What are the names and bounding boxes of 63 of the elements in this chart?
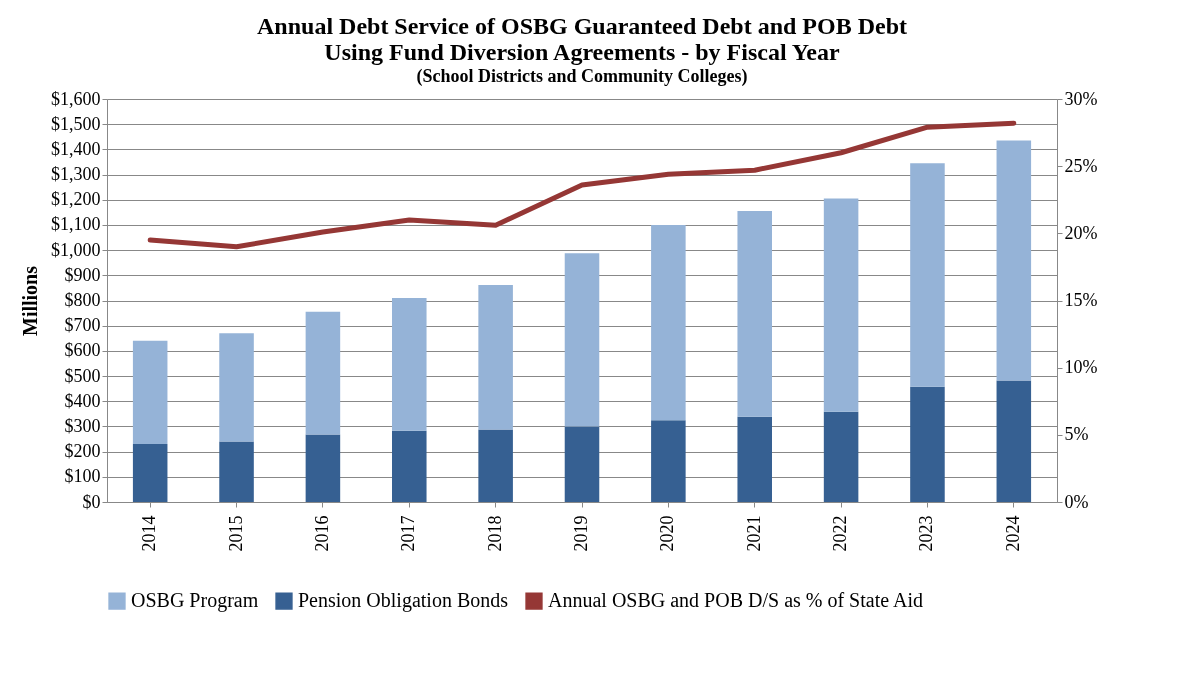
bar	[651, 224, 686, 421]
x-tick-label: 2021	[743, 515, 764, 552]
y-tick-label: $400	[64, 390, 101, 411]
y-tick-label: $500	[64, 365, 101, 386]
y-tick-label: $1,600	[51, 88, 101, 109]
legend-label: Annual OSBG and POB D/S as % of State Aid	[548, 589, 923, 612]
bar	[910, 163, 945, 387]
y-tick-label: $1,100	[51, 214, 101, 235]
bar	[219, 441, 254, 502]
bar	[478, 284, 513, 430]
y-tick-label: $1,200	[51, 189, 101, 210]
bar	[996, 140, 1032, 381]
x-tick-label: 2016	[311, 515, 332, 552]
bar	[996, 380, 1032, 502]
y2-tick-label: 15%	[1064, 290, 1098, 310]
bar	[132, 340, 168, 445]
bar	[305, 434, 341, 502]
y-tick-label: $800	[64, 290, 101, 310]
x-tick-label: 2019	[571, 515, 591, 552]
y2-tick-label: 5%	[1064, 424, 1089, 445]
y-tick-label: $900	[64, 264, 101, 285]
bar	[392, 430, 427, 502]
x-tick-label: 2023	[916, 515, 937, 552]
x-tick-label: 2020	[657, 515, 678, 552]
y2-tick-label: 20%	[1064, 222, 1098, 243]
bar	[737, 416, 772, 502]
x-tick-label: 2018	[484, 515, 505, 552]
y-tick-label: $1,500	[51, 113, 101, 134]
y-tick-label: $1,000	[51, 239, 101, 260]
x-tick-label: 2015	[225, 515, 246, 552]
y2-tick-label: 25%	[1064, 155, 1098, 176]
x-tick-label: 2014	[139, 515, 160, 552]
legend-label: Pension Obligation Bonds	[298, 589, 509, 613]
bar	[910, 386, 945, 502]
bar	[478, 429, 513, 502]
bar	[823, 411, 859, 502]
y2-tick-label: 0%	[1064, 491, 1089, 512]
chart-subtitle: (School Districts and Community Colleges)	[416, 66, 748, 87]
y-tick-label: $100	[64, 466, 101, 487]
bar	[651, 420, 686, 502]
y2-tick-label: 30%	[1064, 88, 1098, 109]
legend-label: OSBG Program	[131, 589, 259, 613]
y-axis-title: Millions	[19, 265, 41, 337]
x-tick-label: 2024	[1002, 515, 1023, 552]
x-tick-label: 2022	[830, 515, 851, 552]
bar	[823, 198, 859, 412]
y-tick-label: $200	[64, 441, 101, 462]
y-tick-label: $300	[64, 415, 101, 436]
bar	[564, 253, 600, 427]
y2-tick-label: 10%	[1064, 357, 1098, 378]
bar	[392, 297, 427, 431]
y-tick-label: $1,300	[51, 164, 101, 185]
y-tick-label: $700	[64, 315, 101, 336]
bar	[564, 426, 600, 502]
y-tick-label: $600	[64, 340, 101, 361]
bar	[737, 211, 772, 417]
bar	[305, 311, 341, 435]
y-tick-label: $0	[82, 491, 101, 512]
bar	[219, 333, 254, 442]
bar	[132, 444, 168, 502]
x-tick-label: 2017	[398, 515, 419, 552]
y-tick-label: $1,400	[51, 138, 101, 159]
chart-title: Annual Debt Service of OSBG Guaranteed Debt and POB Debt Using Fund Diversion Agreements - by Fiscal Year	[256, 13, 908, 65]
